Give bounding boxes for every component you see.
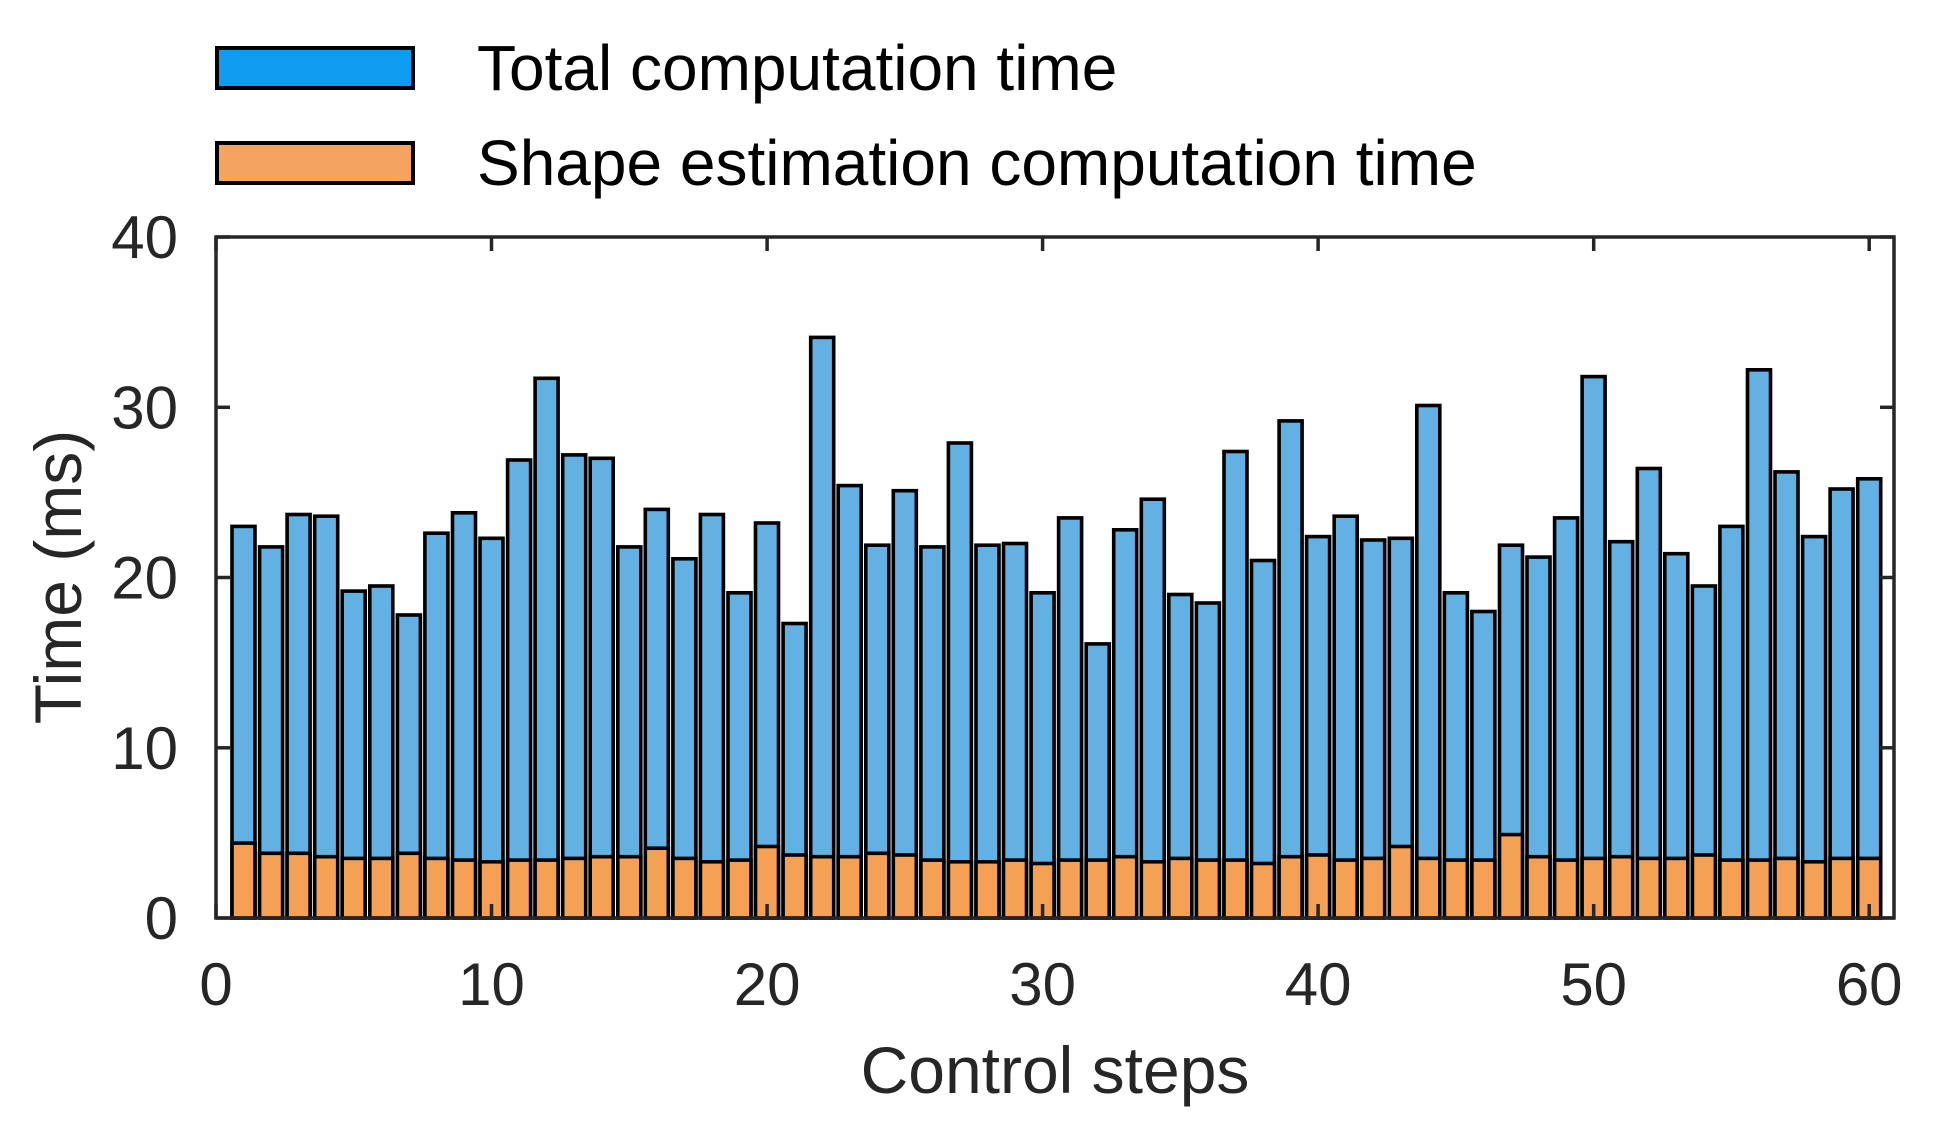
bar-shape-26 bbox=[919, 858, 946, 920]
bar-shape-45 bbox=[1442, 858, 1470, 920]
bar-total-9 bbox=[450, 510, 478, 920]
x-tick-label-50: 50 bbox=[1560, 951, 1627, 1018]
bar-total-12 bbox=[533, 376, 560, 920]
bar-shape-39 bbox=[1277, 854, 1304, 920]
bar-shape-42 bbox=[1359, 856, 1387, 920]
bar-shape-2 bbox=[257, 851, 285, 920]
legend-label-shape-estimation: Shape estimation computation time bbox=[477, 127, 1477, 199]
bar-shape-38 bbox=[1249, 861, 1277, 920]
bar-total-60 bbox=[1855, 476, 1883, 920]
y-tick-label-20: 20 bbox=[111, 545, 178, 612]
bar-total-37 bbox=[1222, 449, 1249, 920]
bar-total-50 bbox=[1580, 374, 1607, 920]
bar-shape-21 bbox=[781, 853, 808, 920]
bar-shape-59 bbox=[1828, 856, 1855, 920]
bar-shape-25 bbox=[891, 853, 919, 920]
bar-shape-1 bbox=[230, 841, 257, 920]
bar-shape-7 bbox=[395, 851, 423, 920]
bar-total-41 bbox=[1332, 514, 1359, 920]
bar-total-13 bbox=[560, 453, 588, 920]
x-tick-label-60: 60 bbox=[1836, 951, 1903, 1018]
bar-shape-14 bbox=[588, 854, 616, 920]
bar-shape-3 bbox=[285, 851, 312, 920]
bar-shape-28 bbox=[974, 859, 1001, 920]
bar-shape-13 bbox=[560, 856, 588, 920]
bar-shape-18 bbox=[698, 859, 726, 920]
bar-shape-19 bbox=[726, 858, 753, 920]
bar-shape-22 bbox=[808, 854, 836, 920]
bar-total-59 bbox=[1828, 487, 1855, 920]
bar-shape-47 bbox=[1497, 832, 1525, 920]
bar-shape-43 bbox=[1387, 844, 1415, 920]
bar-shape-32 bbox=[1084, 858, 1111, 920]
y-tick-label-0: 0 bbox=[145, 885, 178, 952]
bar-total-44 bbox=[1415, 403, 1442, 920]
bar-shape-8 bbox=[423, 856, 450, 920]
bar-total-57 bbox=[1773, 470, 1800, 920]
bar-shape-41 bbox=[1332, 858, 1359, 920]
bar-total-27 bbox=[946, 441, 974, 920]
bar-total-18 bbox=[698, 512, 726, 920]
bar-shape-17 bbox=[671, 856, 698, 920]
bar-total-23 bbox=[836, 483, 864, 920]
bar-shape-54 bbox=[1690, 853, 1718, 920]
legend-swatch-total-computation-time bbox=[215, 46, 415, 90]
bar-shape-27 bbox=[946, 859, 974, 920]
bar-shape-4 bbox=[312, 854, 340, 920]
bar-shape-16 bbox=[643, 846, 671, 920]
bar-total-34 bbox=[1139, 497, 1167, 920]
bar-total-22 bbox=[808, 335, 836, 920]
x-tick-label-30: 30 bbox=[1009, 951, 1076, 1018]
bar-total-56 bbox=[1745, 367, 1773, 920]
bar-shape-31 bbox=[1056, 858, 1084, 920]
x-tick-label-20: 20 bbox=[734, 951, 801, 1018]
bar-shape-58 bbox=[1800, 859, 1828, 920]
bar-shape-37 bbox=[1222, 858, 1249, 920]
y-tick-label-30: 30 bbox=[111, 374, 178, 441]
bar-total-52 bbox=[1635, 466, 1663, 920]
bar-shape-33 bbox=[1111, 854, 1139, 920]
bar-total-14 bbox=[588, 456, 616, 920]
bar-shape-11 bbox=[505, 858, 533, 920]
bar-shape-36 bbox=[1194, 858, 1222, 920]
x-tick-label-0: 0 bbox=[199, 951, 232, 1018]
x-tick-label-10: 10 bbox=[458, 951, 525, 1018]
bar-shape-55 bbox=[1718, 858, 1745, 920]
x-tick-label-40: 40 bbox=[1285, 951, 1352, 1018]
y-tick-label-10: 10 bbox=[111, 715, 178, 782]
x-axis-title: Control steps bbox=[860, 1033, 1250, 1107]
legend-item-shape: Shape estimation computation time bbox=[215, 131, 1477, 195]
bar-shape-53 bbox=[1663, 856, 1690, 920]
y-tick-label-40: 40 bbox=[111, 204, 178, 271]
bar-shape-52 bbox=[1635, 856, 1663, 920]
legend-swatch-shape-estimation bbox=[215, 141, 415, 185]
bar-shape-46 bbox=[1470, 858, 1497, 920]
bar-total-39 bbox=[1277, 419, 1304, 920]
bar-shape-6 bbox=[367, 856, 395, 920]
bar-total-49 bbox=[1552, 516, 1580, 920]
bar-shape-24 bbox=[863, 851, 891, 920]
bar-shape-9 bbox=[450, 858, 478, 920]
bar-shape-48 bbox=[1525, 854, 1552, 920]
bar-shape-5 bbox=[340, 856, 368, 920]
bar-shape-51 bbox=[1607, 854, 1635, 920]
bar-total-31 bbox=[1056, 516, 1084, 920]
bar-shape-12 bbox=[533, 858, 560, 920]
bar-shape-57 bbox=[1773, 856, 1800, 920]
bar-shape-29 bbox=[1001, 858, 1029, 920]
bar-shape-15 bbox=[615, 854, 643, 920]
legend: Total computation time Shape estimation … bbox=[215, 36, 1477, 234]
bar-shape-44 bbox=[1415, 856, 1442, 920]
legend-item-total: Total computation time bbox=[215, 36, 1477, 100]
bar-shape-56 bbox=[1745, 858, 1773, 920]
bar-shape-35 bbox=[1167, 856, 1194, 920]
bar-total-11 bbox=[505, 458, 533, 920]
bar-shape-23 bbox=[836, 854, 864, 920]
bar-shape-49 bbox=[1552, 858, 1580, 920]
bar-shape-34 bbox=[1139, 859, 1167, 920]
legend-label-total-computation-time: Total computation time bbox=[477, 32, 1118, 104]
